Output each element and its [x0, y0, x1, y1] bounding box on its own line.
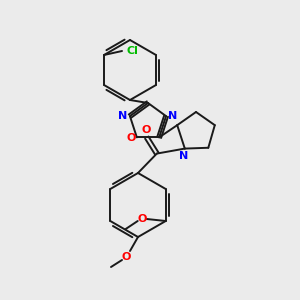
Text: N: N	[118, 111, 128, 121]
Text: N: N	[179, 151, 188, 160]
Text: O: O	[141, 124, 151, 135]
Text: N: N	[168, 111, 178, 121]
Text: O: O	[137, 214, 146, 224]
Text: O: O	[121, 252, 131, 262]
Text: Cl: Cl	[126, 46, 138, 56]
Text: O: O	[126, 134, 136, 143]
